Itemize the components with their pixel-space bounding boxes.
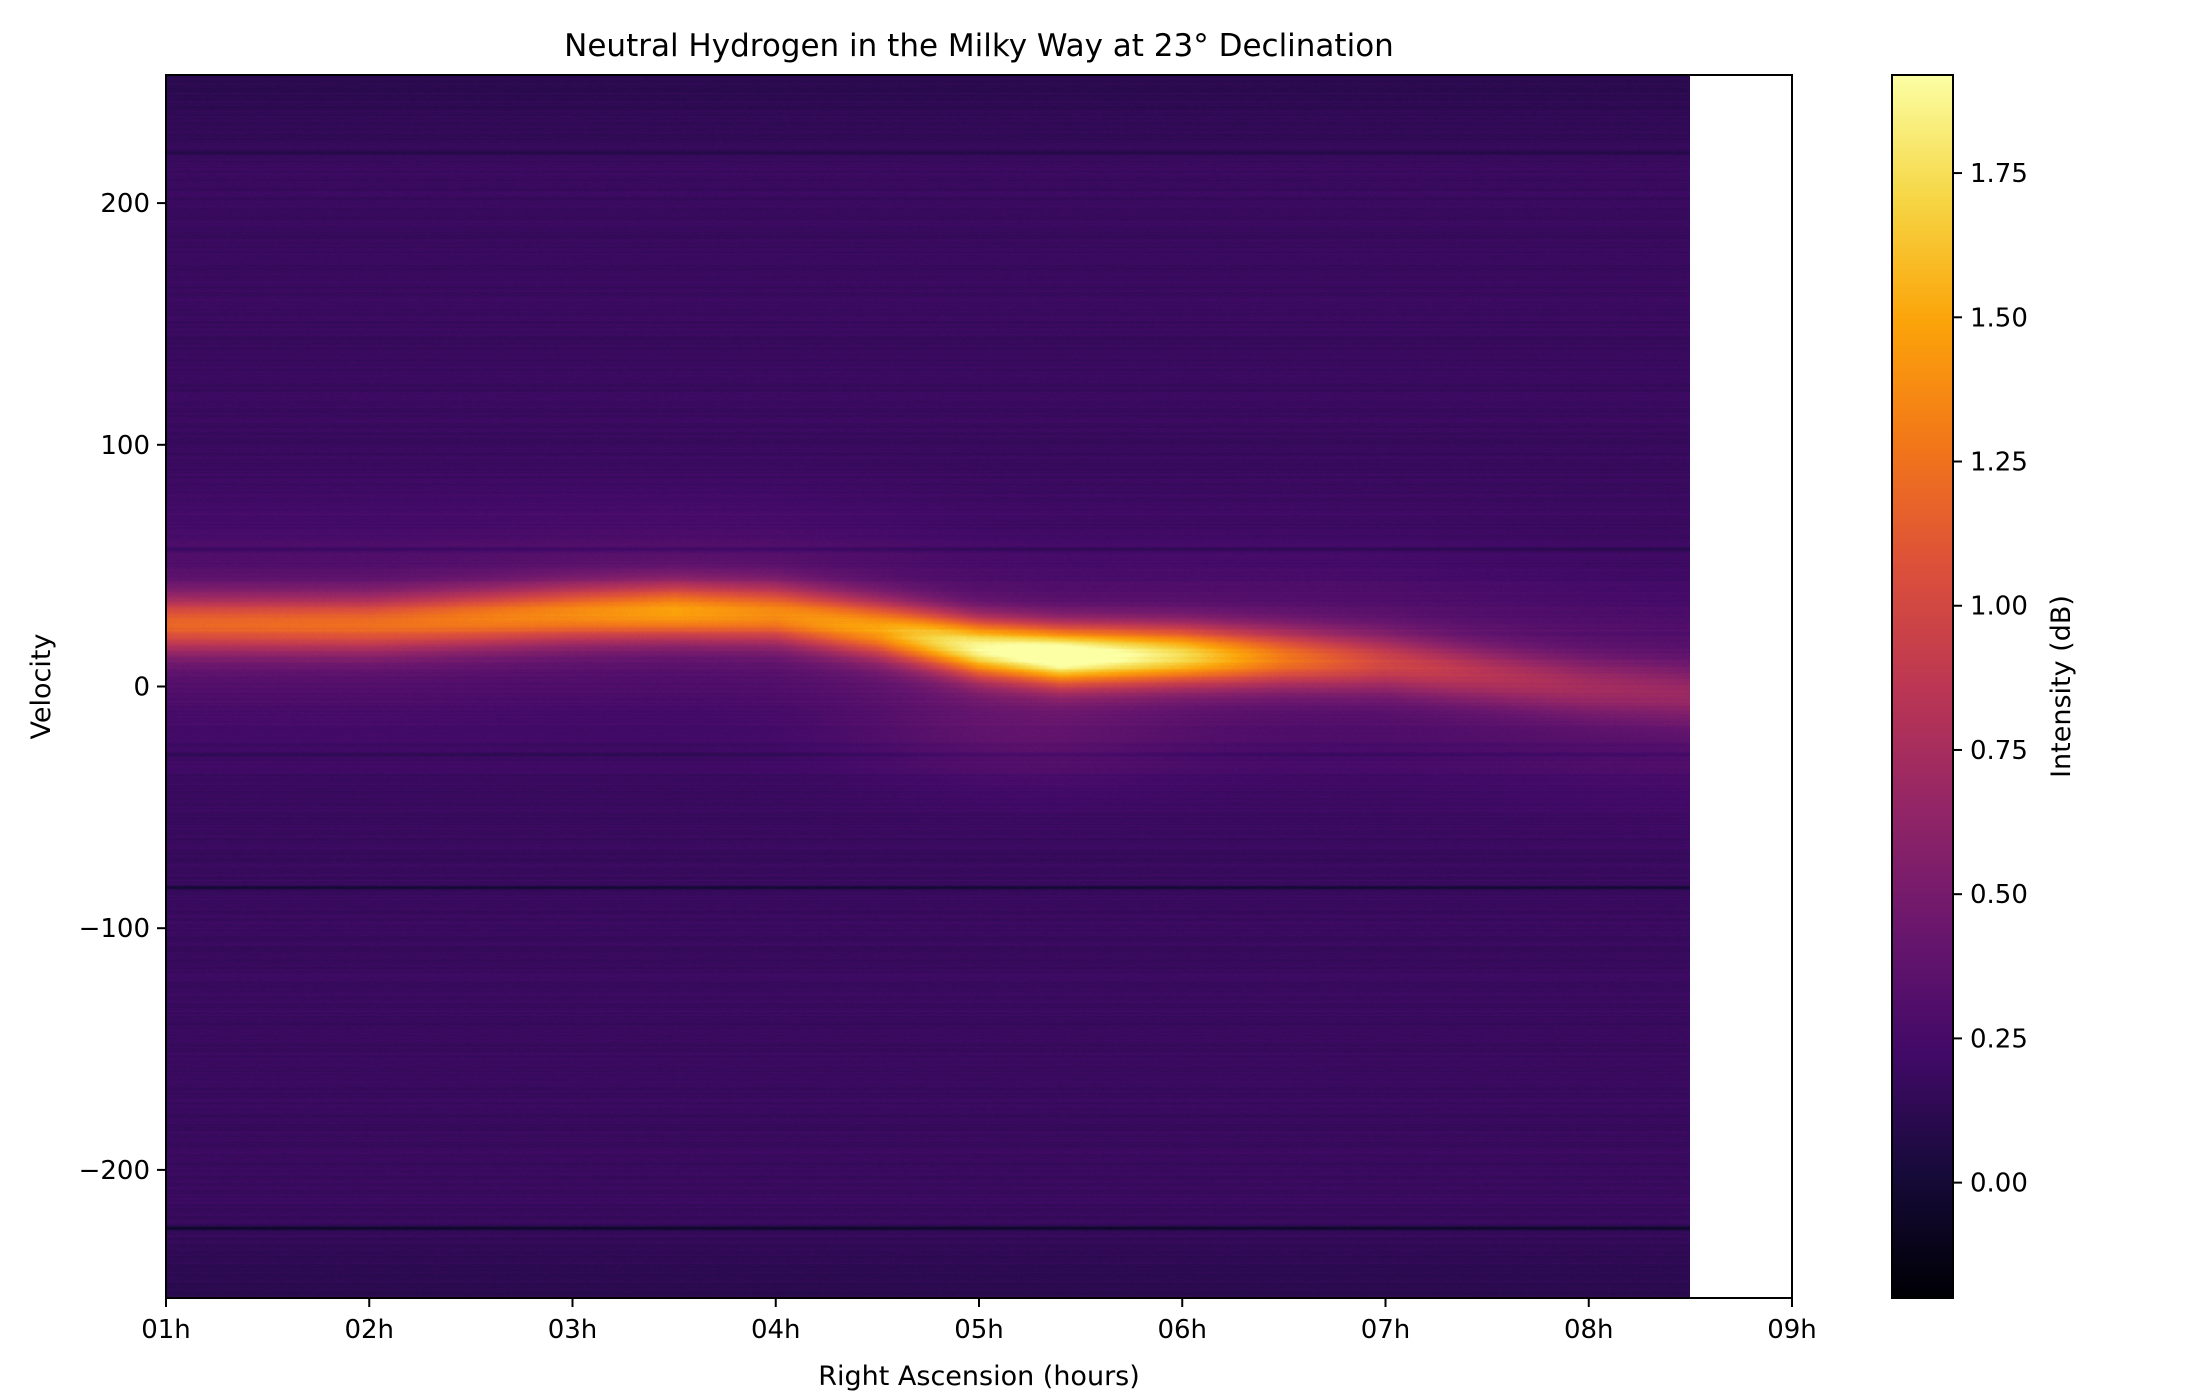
x-axis-ticks: 01h 02h 03h 04h 05h 06h 07h 08h 09h <box>141 1298 1817 1345</box>
y-axis-label: Velocity <box>26 634 57 740</box>
colorbar-frame <box>1891 74 1954 1299</box>
x-axis-label: Right Ascension (hours) <box>818 1361 1140 1392</box>
heatmap-image <box>166 75 1690 1298</box>
colorbar-tick-label: 0.00 <box>1970 1169 2028 1199</box>
chart-title: Neutral Hydrogen in the Milky Way at 23°… <box>564 28 1394 64</box>
colorbar-tick-label: 1.25 <box>1970 448 2028 478</box>
x-tick-label: 07h <box>1361 1315 1411 1345</box>
x-tick-label: 08h <box>1564 1315 1614 1345</box>
y-axis-ticks: 200 100 0 −100 −200 <box>79 189 166 1186</box>
colorbar-ticks: 1.75 1.50 1.25 1.00 0.75 0.50 0.25 0.00 <box>1953 159 2028 1199</box>
x-tick-label: 03h <box>548 1315 598 1345</box>
x-tick-label: 09h <box>1767 1315 1817 1345</box>
colorbar-tick-label: 0.50 <box>1970 880 2028 910</box>
colorbar-tick-label: 0.25 <box>1970 1024 2028 1054</box>
x-tick-label: 05h <box>954 1315 1004 1345</box>
x-tick-label: 02h <box>344 1315 394 1345</box>
colorbar-tick-label: 0.75 <box>1970 736 2028 766</box>
y-tick-label: 0 <box>133 673 150 703</box>
x-tick-label: 01h <box>141 1315 191 1345</box>
colorbar-label: Intensity (dB) <box>2046 595 2077 778</box>
x-tick-label: 06h <box>1157 1315 1207 1345</box>
y-tick-label: 100 <box>100 431 150 461</box>
y-tick-label: −100 <box>79 914 150 944</box>
colorbar-tick-label: 1.75 <box>1970 159 2028 189</box>
colorbar-gradient <box>1892 75 1953 1298</box>
colorbar-tick-label: 1.00 <box>1970 592 2028 622</box>
x-tick-label: 04h <box>751 1315 801 1345</box>
y-tick-label: −200 <box>79 1156 150 1186</box>
plot-frame <box>165 74 1793 1299</box>
colorbar-tick-label: 1.50 <box>1970 303 2028 333</box>
y-tick-label: 200 <box>100 189 150 219</box>
